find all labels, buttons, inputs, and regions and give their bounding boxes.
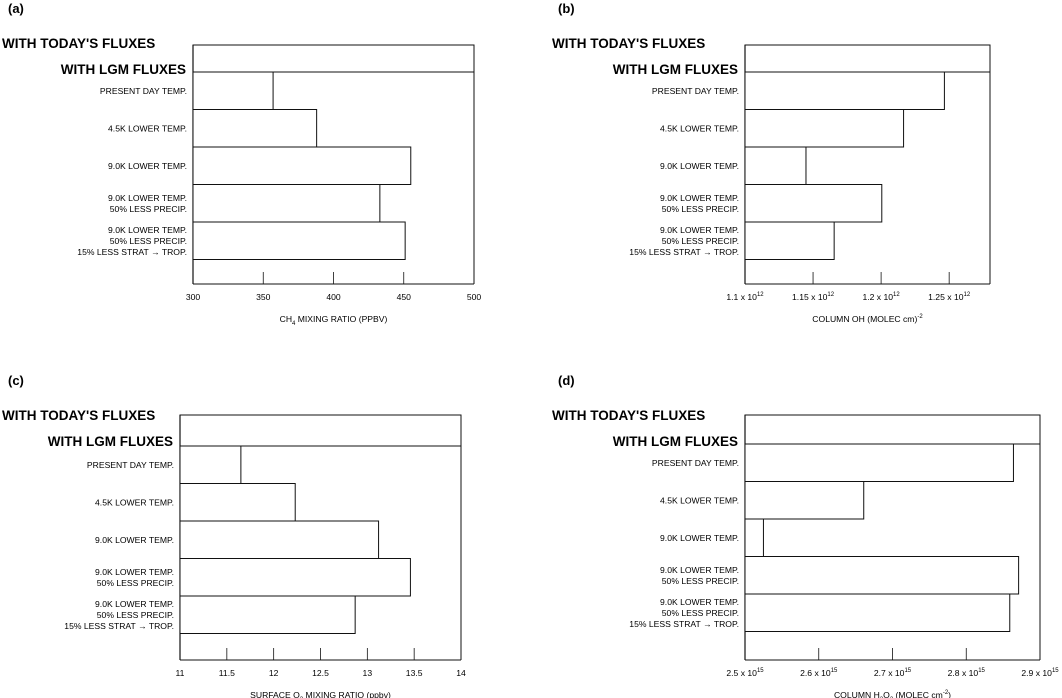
panel-b-category-label: 50% LESS PRECIP. — [662, 204, 739, 214]
panel-d-tick-label: 2.8 x 1015 — [948, 668, 986, 678]
panel-a-tick-label: 500 — [467, 292, 482, 302]
panel-a-tick-label: 350 — [256, 292, 271, 302]
panel-b-tick-label: 1.15 x 1012 — [792, 292, 835, 302]
panel-d-category-label: PRESENT DAY TEMP. — [652, 458, 739, 468]
panel-c-header-lgm: WITH LGM FLUXES — [48, 434, 173, 449]
panel-c-header-today: WITH TODAY'S FLUXES — [2, 408, 155, 423]
panel-d-today-bar — [744, 414, 1041, 445]
panel-d-bar-5 — [744, 593, 1011, 632]
panel-a: (a) WITH TODAY'S FLUXES WITH LGM FLUXES PRE… — [2, 1, 481, 327]
panel-d-bar-2 — [744, 481, 865, 520]
panel-d-category-label: 9.0K LOWER TEMP. — [660, 565, 739, 575]
panel-d-tick-label: 2.7 x 1015 — [874, 668, 912, 678]
panel-b-category-label: 9.0K LOWER TEMP. — [660, 225, 739, 235]
panel-c-bar-1 — [179, 445, 242, 484]
panel-b-tick-label: 1.1 x 1012 — [726, 292, 764, 302]
panel-b-category-label: 50% LESS PRECIP. — [662, 236, 739, 246]
panel-a-category-label: PRESENT DAY TEMP. — [100, 86, 187, 96]
panel-b-bar-2 — [744, 109, 905, 148]
panel-a-category-label: 15% LESS STRAT → TROP. — [77, 247, 187, 257]
panel-c-bar-4 — [179, 558, 411, 597]
panel-c-category-label: 9.0K LOWER TEMP. — [95, 567, 174, 577]
panel-a-category-label: 4.5K LOWER TEMP. — [108, 123, 187, 133]
panel-d-x-axis-label: COLUMN H2O2 (MOLEC cm-2) — [834, 690, 951, 698]
panel-a-letter: (a) — [8, 1, 24, 16]
panel-b: (b) WITH TODAY'S FLUXES WITH LGM FLUXES PRE… — [552, 1, 991, 324]
panel-c-tick-label: 12 — [269, 668, 279, 678]
panel-b-bar-4 — [744, 184, 883, 223]
panel-c-category-label: 15% LESS STRAT → TROP. — [64, 621, 174, 631]
panel-d-tick-label: 2.5 x 1015 — [726, 668, 764, 678]
panel-c-bar-3 — [179, 520, 380, 559]
panel-c-bar-5 — [179, 595, 356, 634]
panel-d: (d) WITH TODAY'S FLUXES WITH LGM FLUXES PRE… — [552, 373, 1059, 698]
panel-b-header-today: WITH TODAY'S FLUXES — [552, 36, 705, 51]
panel-b-category-label: PRESENT DAY TEMP. — [652, 86, 739, 96]
panel-c-category-label: 50% LESS PRECIP. — [97, 610, 174, 620]
panel-d-tick-label: 2.9 x 1015 — [1021, 668, 1059, 678]
panel-d-category-label: 50% LESS PRECIP. — [662, 608, 739, 618]
panel-b-tick-label: 1.25 x 1012 — [928, 292, 971, 302]
panel-a-category-label: 9.0K LOWER TEMP. — [108, 161, 187, 171]
panel-c-letter: (c) — [8, 373, 24, 388]
panel-b-category-label: 4.5K LOWER TEMP. — [660, 123, 739, 133]
panel-a-bar-5 — [192, 221, 406, 260]
panel-b-header-lgm: WITH LGM FLUXES — [613, 62, 738, 77]
panel-a-category-label: 50% LESS PRECIP. — [110, 204, 187, 214]
panel-b-tick-label: 1.2 x 1012 — [862, 292, 900, 302]
panel-b-category-label: 15% LESS STRAT → TROP. — [629, 247, 739, 257]
panel-a-tick-label: 300 — [186, 292, 201, 302]
panel-d-category-label: 4.5K LOWER TEMP. — [660, 495, 739, 505]
panel-c-tick-label: 14 — [456, 668, 466, 678]
panel-d-tick-label: 2.6 x 1015 — [800, 668, 838, 678]
panel-b-category-label: 9.0K LOWER TEMP. — [660, 193, 739, 203]
panel-a-header-lgm: WITH LGM FLUXES — [61, 62, 186, 77]
panel-c: (c) WITH TODAY'S FLUXES WITH LGM FLUXES PRE… — [2, 373, 466, 698]
panel-c-today-bar — [179, 414, 462, 447]
panel-b-bar-3 — [744, 146, 807, 185]
panel-d-category-label: 15% LESS STRAT → TROP. — [629, 619, 739, 629]
panel-a-bar-4 — [192, 184, 381, 223]
panel-c-tick-label: 13.5 — [406, 668, 423, 678]
panel-c-category-label: PRESENT DAY TEMP. — [87, 460, 174, 470]
panel-c-tick-label: 12.5 — [312, 668, 329, 678]
panel-d-bar-1 — [744, 443, 1014, 482]
panel-d-header-today: WITH TODAY'S FLUXES — [552, 408, 705, 423]
panel-a-header-today: WITH TODAY'S FLUXES — [2, 36, 155, 51]
panel-a-today-bar — [192, 44, 475, 73]
panel-a-bar-1 — [192, 71, 274, 110]
panel-c-tick-label: 11 — [176, 668, 185, 678]
panel-c-tick-label: 13 — [363, 668, 373, 678]
panel-a-category-label: 9.0K LOWER TEMP. — [108, 225, 187, 235]
panel-b-bar-5 — [744, 221, 835, 260]
panel-b-today-bar — [744, 44, 991, 73]
panel-d-bar-3 — [744, 518, 764, 557]
panel-c-category-label: 9.0K LOWER TEMP. — [95, 599, 174, 609]
panel-c-bar-2 — [179, 483, 296, 522]
panel-a-tick-label: 450 — [397, 292, 412, 302]
panel-a-bar-3 — [192, 146, 412, 185]
panel-c-x-axis-label: SURFACE O3 MIXING RATIO (ppbv) — [250, 690, 391, 698]
panel-a-tick-label: 400 — [326, 292, 341, 302]
panel-c-category-label: 9.0K LOWER TEMP. — [95, 535, 174, 545]
panel-b-bar-1 — [744, 71, 945, 110]
panel-d-category-label: 9.0K LOWER TEMP. — [660, 597, 739, 607]
panel-b-letter: (b) — [558, 1, 575, 16]
panel-c-category-label: 4.5K LOWER TEMP. — [95, 497, 174, 507]
panel-a-x-axis-label: CH4 MIXING RATIO (PPBV) — [280, 314, 388, 327]
panel-d-category-label: 50% LESS PRECIP. — [662, 576, 739, 586]
panel-d-category-label: 9.0K LOWER TEMP. — [660, 533, 739, 543]
panel-d-letter: (d) — [558, 373, 575, 388]
panel-b-x-axis-label: COLUMN OH (MOLEC cm)-2 — [812, 314, 923, 324]
panel-d-bar-4 — [744, 556, 1020, 595]
panel-c-tick-label: 11.5 — [219, 668, 235, 678]
panel-a-category-label: 50% LESS PRECIP. — [110, 236, 187, 246]
panel-c-category-label: 50% LESS PRECIP. — [97, 578, 174, 588]
panel-a-category-label: 9.0K LOWER TEMP. — [108, 193, 187, 203]
panel-a-bar-2 — [192, 109, 318, 148]
panel-d-header-lgm: WITH LGM FLUXES — [613, 434, 738, 449]
panel-b-category-label: 9.0K LOWER TEMP. — [660, 161, 739, 171]
